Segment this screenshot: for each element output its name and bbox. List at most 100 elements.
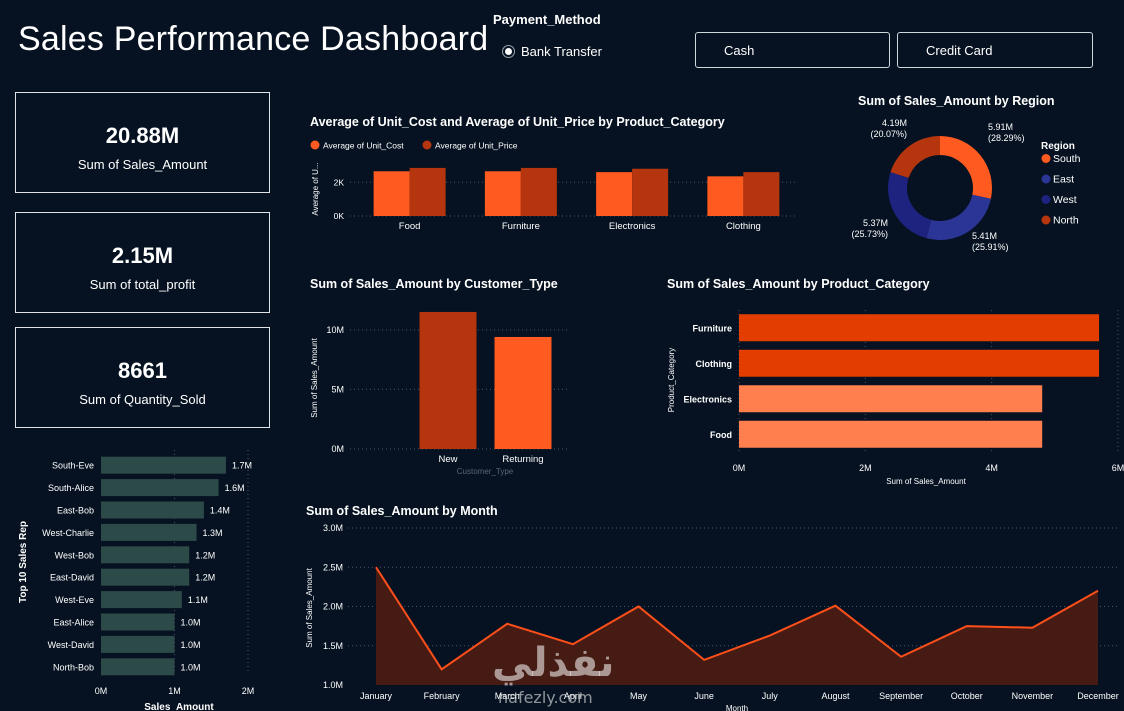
product-category-chart-title: Sum of Sales_Amount by Product_Category [667,277,930,291]
bar [101,591,182,609]
cash-button[interactable]: Cash [695,32,890,68]
legend-label: West [1053,194,1077,206]
kpi-label: Sum of total_profit [89,277,196,292]
radio-button-icon[interactable] [505,48,512,55]
y-tick-label: 10M [326,325,344,335]
legend-marker [310,140,320,150]
x-tick-label: December [1077,691,1119,701]
y-tick-label: 2.5M [323,562,343,572]
month-chart-title: Sum of Sales_Amount by Month [306,504,498,518]
data-label: 1.7M [232,461,252,471]
bar [743,172,780,216]
y-axis-label: Top 10 Sales Rep [18,521,29,603]
x-tick-label: 0M [95,686,108,696]
x-tick-label: 2M [859,463,872,473]
x-tick-label: 6M [1112,463,1124,473]
unit-cost-price-chart: Average of Unit_Cost Average of Unit_Pric… [310,140,795,232]
area-fill [376,567,1098,685]
bar [419,311,477,449]
y-tick-label: Furniture [693,323,733,333]
y-tick-label: Electronics [683,394,732,404]
y-axis-label: Sum of Sales_Amount [305,567,314,647]
legend-label: South [1053,153,1081,165]
y-tick-label: Clothing [696,359,733,369]
x-tick-label: November [1012,691,1054,701]
y-tick-label: 2.0M [323,602,343,612]
x-tick-label: 2M [242,686,255,696]
watermark-url: nafezly.com [498,688,593,707]
customer-type-chart: 0M 5M 10M Sum of Sales_Amount New Returning Cu… [310,311,570,476]
x-tick-label: Furniture [502,221,540,232]
x-axis-label: Sum of Sales_Amount [886,477,966,486]
y-tick-label: East-David [50,573,94,583]
x-axis-label: Sales_Amount [144,702,214,711]
region-donut-chart: 5.91M(28.29%) 5.41M(25.91%) 5.37M(25.73%) 4… [851,118,1081,252]
legend-label: North [1053,215,1079,227]
product-category-chart: 0M 2M 4M 6M Sum of Sales_Amount Product_Categ… [667,310,1124,486]
y-axis-label: Sum of Sales_Amount [310,337,319,417]
legend-marker [1041,154,1051,163]
x-tick-label: January [360,691,393,701]
x-tick-label: July [762,691,779,701]
slice-value-label: 4.19M [882,118,907,128]
bar [101,613,175,631]
y-tick-label: 2K [334,177,345,187]
x-tick-label: October [951,691,983,701]
bar [101,568,190,586]
slice-value-label: 5.41M [972,231,997,241]
y-tick-label: West-David [48,640,94,650]
x-tick-label: Clothing [726,221,761,232]
y-axis-label: Product_Category [667,348,676,412]
y-tick-label: 5M [331,384,344,394]
bar [739,385,1043,413]
x-axis-label: Month [726,704,748,711]
bar [484,171,521,216]
legend-marker [1041,195,1051,204]
x-tick-label: August [821,691,850,701]
bar [596,172,633,216]
slice-pct-label: (25.73%) [851,229,888,239]
bar [739,349,1100,377]
y-tick-label: North-Bob [53,662,94,672]
data-label: 1.0M [181,662,201,672]
legend-marker [1041,215,1051,225]
kpi-value: 2.15M [111,243,174,268]
slice-value-label: 5.37M [863,218,888,228]
x-tick-label: 1M [168,686,181,696]
bar [739,314,1100,342]
x-tick-label: New [438,454,457,465]
bar [373,171,410,216]
donut-slice [940,136,992,199]
x-tick-label: September [879,691,923,701]
x-tick-label: April [564,691,582,701]
y-tick-label: 1.0M [323,680,343,690]
data-label: 1.0M [181,640,201,650]
credit-card-button[interactable]: Credit Card [897,32,1093,68]
kpi-card-quantity: 8661 Sum of Quantity_Sold [15,327,270,428]
donut-slice [926,194,991,240]
legend-label: Average of Unit_Price [435,141,518,151]
bar [101,501,204,519]
donut-slice [888,172,932,239]
x-tick-label: 0M [733,463,746,473]
y-tick-label: West-Eve [55,595,94,605]
kpi-value: 8661 [118,358,167,383]
y-tick-label: East-Alice [53,618,94,628]
region-chart-title: Sum of Sales_Amount by Region [858,94,1055,108]
bar [101,635,175,653]
radio-bank-transfer[interactable]: Bank Transfer [505,44,602,59]
x-tick-label: Food [399,221,421,232]
kpi-card-profit: 2.15M Sum of total_profit [15,212,270,313]
y-tick-label: 0K [334,211,345,221]
bar [409,167,446,216]
x-tick-label: March [495,691,520,701]
legend-marker [422,140,432,150]
donut-slice [890,136,940,178]
radio-label: Bank Transfer [521,44,602,59]
bar [632,168,669,216]
y-tick-label: Food [710,430,732,440]
y-tick-label: 0M [331,444,344,454]
bar [101,523,197,541]
y-tick-label: West-Bob [55,550,94,560]
x-tick-label: Returning [502,454,543,465]
